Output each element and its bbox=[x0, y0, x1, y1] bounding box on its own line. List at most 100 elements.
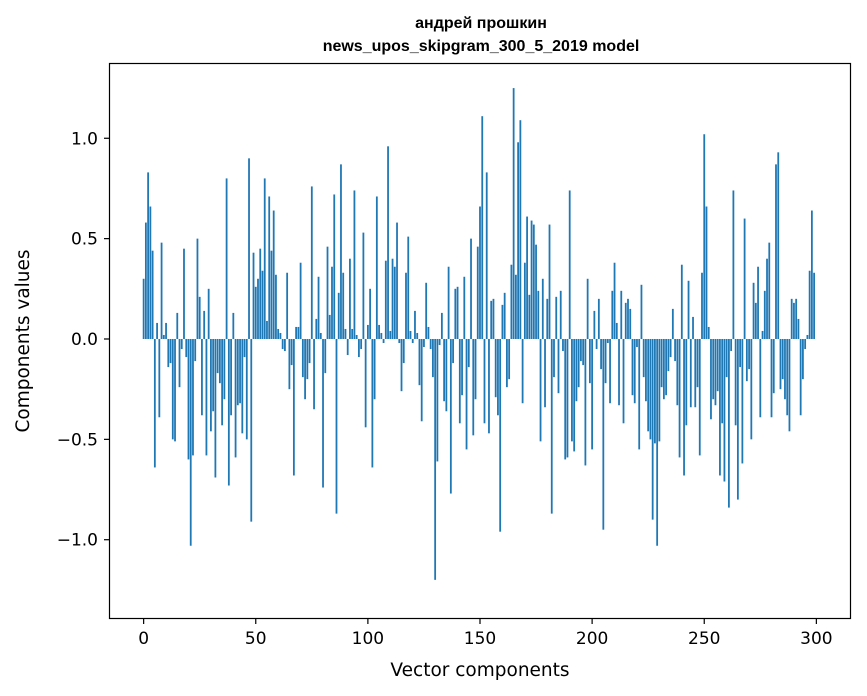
bar-72 bbox=[304, 338, 306, 400]
bar-125 bbox=[423, 338, 425, 348]
bar-series bbox=[142, 88, 816, 580]
bar-151 bbox=[481, 116, 484, 339]
bar-243 bbox=[687, 280, 690, 339]
bar-215 bbox=[624, 302, 627, 339]
bar-88 bbox=[340, 164, 342, 339]
bar-40 bbox=[232, 312, 235, 339]
bar-69 bbox=[297, 326, 300, 339]
bar-187 bbox=[562, 338, 564, 352]
bar-34 bbox=[218, 338, 221, 384]
bar-13 bbox=[171, 338, 174, 440]
bar-3 bbox=[149, 206, 152, 339]
bar-248 bbox=[698, 338, 701, 456]
bar-115 bbox=[400, 338, 403, 392]
bar-116 bbox=[402, 338, 405, 364]
bar-20 bbox=[187, 338, 190, 460]
bar-107 bbox=[382, 338, 385, 343]
bar-57 bbox=[270, 250, 273, 339]
bar-110 bbox=[389, 330, 392, 339]
bar-54 bbox=[263, 178, 266, 339]
bar-8 bbox=[160, 242, 163, 339]
bar-261 bbox=[728, 338, 730, 508]
bar-204 bbox=[600, 338, 602, 370]
bar-286 bbox=[784, 338, 786, 400]
bar-270 bbox=[748, 338, 750, 370]
bar-136 bbox=[447, 266, 450, 339]
bar-49 bbox=[252, 252, 255, 339]
bar-283 bbox=[777, 152, 780, 339]
bar-19 bbox=[185, 338, 188, 358]
bar-83 bbox=[328, 314, 331, 339]
bar-298 bbox=[810, 210, 813, 339]
bar-104 bbox=[375, 196, 378, 339]
bar-212 bbox=[618, 338, 620, 406]
bar-86 bbox=[335, 338, 338, 514]
bar-102 bbox=[371, 338, 374, 468]
bar-183 bbox=[553, 338, 555, 378]
bar-41 bbox=[234, 338, 237, 458]
bar-289 bbox=[790, 298, 793, 339]
bar-52 bbox=[259, 248, 262, 339]
bar-36 bbox=[223, 338, 226, 400]
bar-165 bbox=[512, 88, 515, 339]
y-tick-label: 0.5 bbox=[71, 230, 98, 250]
bar-181 bbox=[548, 224, 551, 339]
bar-155 bbox=[490, 300, 493, 339]
bar-170 bbox=[523, 262, 526, 339]
bar-203 bbox=[597, 298, 600, 339]
x-axis-ticks: 0 50 100 150 200 250 300 bbox=[138, 618, 833, 649]
bar-254 bbox=[712, 338, 715, 400]
bar-15 bbox=[176, 312, 179, 339]
bar-89 bbox=[342, 272, 345, 339]
bar-207 bbox=[606, 338, 609, 343]
bar-235 bbox=[669, 338, 672, 358]
bar-119 bbox=[409, 330, 412, 339]
bar-143 bbox=[463, 276, 466, 339]
x-tick-label: 300 bbox=[800, 629, 832, 649]
bar-266 bbox=[739, 338, 742, 368]
bar-73 bbox=[306, 338, 309, 380]
bar-16 bbox=[178, 338, 181, 388]
bar-279 bbox=[768, 242, 771, 339]
bar-236 bbox=[671, 308, 674, 339]
bar-148 bbox=[474, 338, 477, 400]
bar-189 bbox=[566, 338, 569, 458]
bar-65 bbox=[288, 338, 291, 390]
y-tick-label: 0.0 bbox=[71, 330, 98, 350]
bar-163 bbox=[508, 338, 511, 380]
bar-67 bbox=[292, 338, 295, 476]
bar-281 bbox=[772, 338, 775, 394]
bar-33 bbox=[216, 338, 219, 374]
y-axis-ticks: −1.0 −0.5 0.0 0.5 1.0 bbox=[57, 129, 110, 551]
bar-98 bbox=[362, 232, 365, 339]
bar-4 bbox=[151, 250, 154, 339]
bar-244 bbox=[689, 338, 692, 408]
bar-141 bbox=[458, 338, 461, 424]
bar-96 bbox=[358, 338, 360, 358]
bar-140 bbox=[456, 286, 459, 339]
bar-14 bbox=[174, 338, 176, 442]
bar-239 bbox=[678, 338, 681, 458]
bar-109 bbox=[387, 146, 389, 339]
bar-85 bbox=[333, 194, 336, 339]
bar-247 bbox=[696, 338, 699, 388]
bar-105 bbox=[378, 324, 380, 339]
bar-284 bbox=[779, 338, 782, 390]
bar-134 bbox=[443, 338, 446, 402]
bar-256 bbox=[716, 338, 719, 392]
bar-291 bbox=[795, 298, 798, 339]
bar-210 bbox=[613, 262, 616, 339]
bar-229 bbox=[656, 338, 659, 546]
bar-194 bbox=[577, 338, 580, 388]
bar-238 bbox=[676, 338, 679, 406]
bar-297 bbox=[808, 270, 811, 339]
bar-78 bbox=[317, 276, 320, 339]
bar-202 bbox=[595, 338, 598, 350]
bar-21 bbox=[189, 338, 192, 546]
bar-161 bbox=[503, 292, 506, 339]
bar-142 bbox=[461, 338, 463, 396]
y-tick-label: −0.5 bbox=[57, 430, 98, 450]
bar-145 bbox=[467, 338, 470, 368]
bar-111 bbox=[391, 258, 394, 339]
x-tick-label: 100 bbox=[352, 629, 384, 649]
